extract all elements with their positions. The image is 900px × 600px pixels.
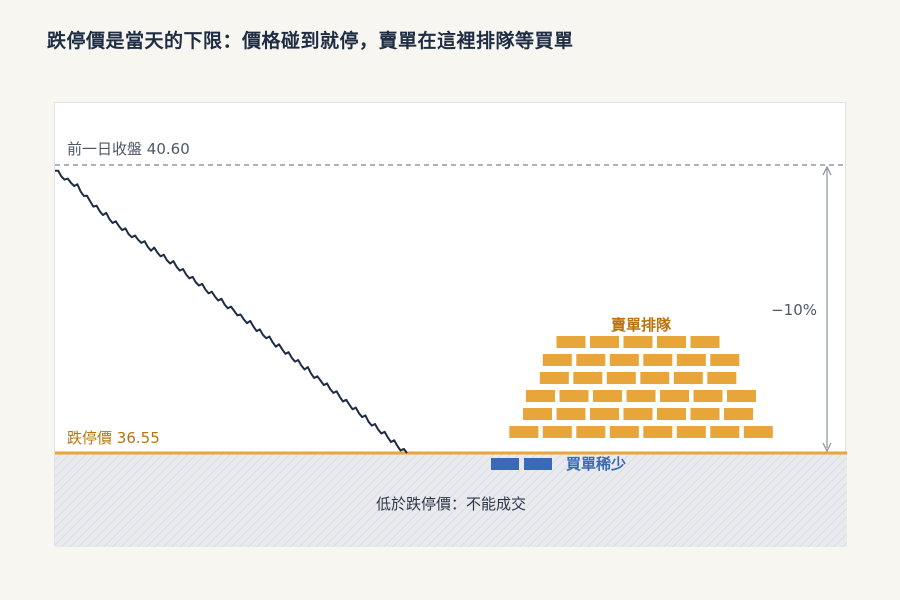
sell-order-block: [609, 354, 639, 366]
sell-order-block: [707, 372, 737, 384]
sell-order-block: [657, 408, 686, 420]
price-chart: 低於跌停價：不能成交 前一日收盤 40.60 跌停價 36.55 −10% 賣單…: [55, 140, 847, 547]
sell-order-block: [609, 426, 639, 438]
sell-order-block: [643, 426, 673, 438]
sell-order-block: [743, 426, 773, 438]
sell-order-block: [526, 390, 555, 402]
sell-order-block: [676, 426, 706, 438]
price-line: [55, 169, 408, 454]
sell-order-block: [593, 390, 622, 402]
sell-order-block: [590, 336, 619, 348]
below-limit-zone: [55, 453, 847, 547]
sell-order-block: [573, 372, 603, 384]
prev-close-label: 前一日收盤 40.60: [67, 140, 190, 158]
sell-order-block: [727, 390, 756, 402]
sell-order-block: [576, 426, 606, 438]
sell-order-block: [509, 426, 539, 438]
sell-order-block: [576, 354, 606, 366]
sell-order-block: [657, 336, 686, 348]
sell-order-block: [539, 372, 569, 384]
limit-down-label: 跌停價 36.55: [67, 429, 160, 447]
sell-order-block: [623, 336, 653, 348]
sell-order-block: [559, 390, 589, 402]
buy-order-queue: [491, 458, 552, 470]
sell-order-block: [606, 372, 636, 384]
sell-order-block: [660, 390, 689, 402]
sell-order-block: [676, 354, 706, 366]
sell-order-block: [693, 390, 723, 402]
sell-order-block: [523, 408, 552, 420]
sell-order-block: [690, 408, 720, 420]
sell-order-block: [542, 354, 572, 366]
percent-range-arrow: [822, 165, 832, 453]
sell-order-block: [690, 336, 720, 348]
sell-order-block: [710, 426, 740, 438]
buy-queue-label: 買單稀少: [566, 455, 626, 473]
sell-order-block: [640, 372, 670, 384]
sell-order-block: [556, 408, 586, 420]
sell-order-block: [673, 372, 703, 384]
sell-order-block: [556, 336, 586, 348]
below-limit-label: 低於跌停價：不能成交: [376, 495, 526, 513]
sell-order-block: [710, 354, 740, 366]
buy-order-block: [491, 458, 519, 470]
sell-order-queue: [509, 336, 773, 438]
sell-order-block: [626, 390, 656, 402]
sell-order-block: [623, 408, 653, 420]
sell-queue-label: 賣單排隊: [611, 316, 672, 334]
chart-panel: 低於跌停價：不能成交 前一日收盤 40.60 跌停價 36.55 −10% 賣單…: [54, 102, 847, 547]
sell-order-block: [643, 354, 673, 366]
sell-order-block: [542, 426, 572, 438]
buy-order-block: [524, 458, 552, 470]
sell-order-block: [590, 408, 619, 420]
sell-order-block: [724, 408, 753, 420]
chart-title: 跌停價是當天的下限：價格碰到就停，賣單在這裡排隊等買單: [47, 30, 574, 52]
percent-change-label: −10%: [771, 301, 817, 319]
